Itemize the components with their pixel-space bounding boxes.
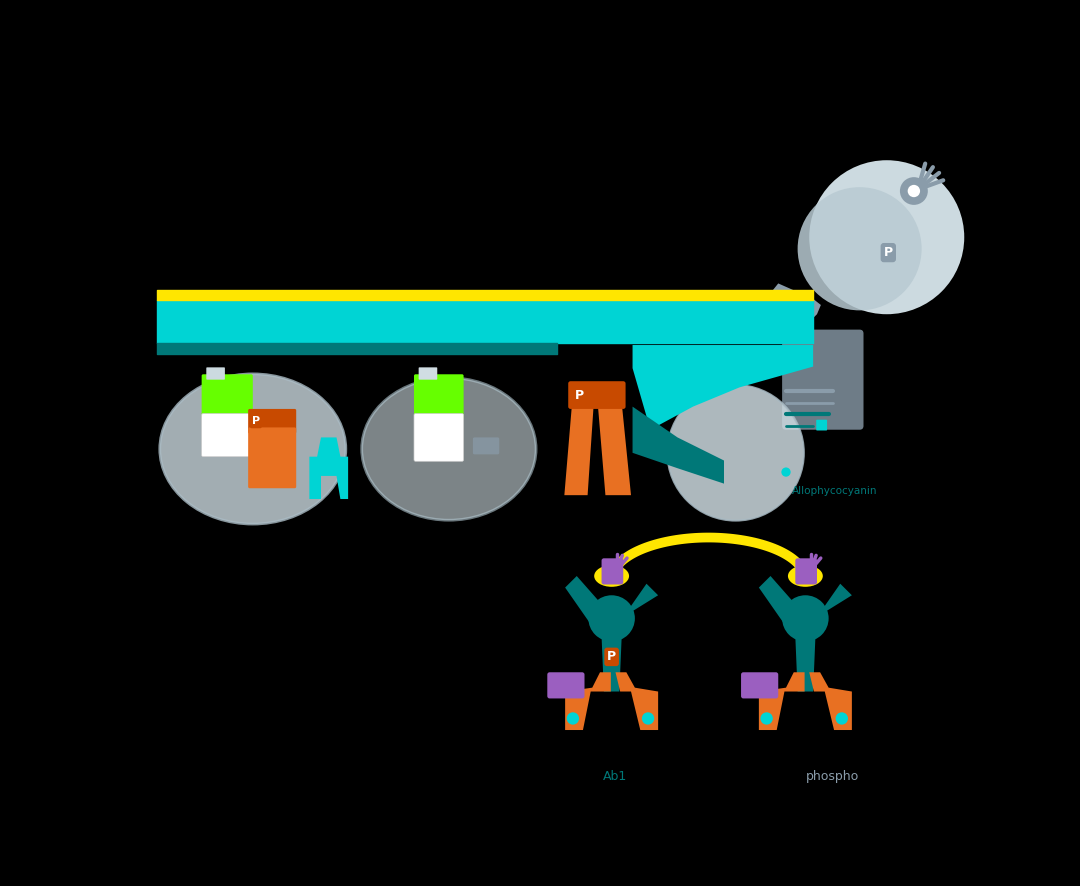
Polygon shape <box>611 584 658 638</box>
Polygon shape <box>806 584 852 638</box>
Text: P: P <box>252 416 260 426</box>
Polygon shape <box>759 672 805 730</box>
Polygon shape <box>602 636 622 691</box>
Polygon shape <box>565 403 594 495</box>
Circle shape <box>781 468 791 477</box>
Ellipse shape <box>788 565 823 587</box>
Polygon shape <box>565 672 611 730</box>
Text: P: P <box>883 246 893 259</box>
Polygon shape <box>762 284 821 322</box>
Circle shape <box>760 712 773 725</box>
Circle shape <box>589 595 635 641</box>
Circle shape <box>798 187 921 310</box>
Polygon shape <box>795 636 815 691</box>
FancyBboxPatch shape <box>248 409 296 433</box>
FancyBboxPatch shape <box>782 330 864 430</box>
FancyBboxPatch shape <box>202 374 253 420</box>
Circle shape <box>809 160 964 315</box>
Ellipse shape <box>594 565 629 587</box>
Ellipse shape <box>362 377 536 520</box>
FancyBboxPatch shape <box>816 420 827 431</box>
Text: P: P <box>607 650 617 664</box>
Circle shape <box>907 185 920 198</box>
Text: phospho: phospho <box>806 770 859 782</box>
FancyBboxPatch shape <box>548 672 584 698</box>
Circle shape <box>900 177 928 205</box>
Polygon shape <box>759 576 808 638</box>
FancyBboxPatch shape <box>741 672 779 698</box>
Text: Allophycocyanin: Allophycocyanin <box>793 486 878 496</box>
FancyBboxPatch shape <box>414 414 463 462</box>
Polygon shape <box>633 407 724 484</box>
Polygon shape <box>633 345 813 430</box>
FancyBboxPatch shape <box>248 427 296 488</box>
FancyBboxPatch shape <box>202 414 253 456</box>
Circle shape <box>567 712 579 725</box>
FancyBboxPatch shape <box>795 558 816 585</box>
Circle shape <box>642 712 654 725</box>
Text: Ab1: Ab1 <box>604 770 627 782</box>
FancyBboxPatch shape <box>568 381 625 409</box>
Polygon shape <box>565 576 613 638</box>
Text: P: P <box>576 389 584 401</box>
FancyBboxPatch shape <box>414 374 463 420</box>
FancyBboxPatch shape <box>419 368 437 380</box>
Polygon shape <box>809 672 852 730</box>
Polygon shape <box>309 438 348 499</box>
Ellipse shape <box>160 374 346 524</box>
Circle shape <box>667 385 804 521</box>
Circle shape <box>782 595 828 641</box>
Circle shape <box>836 712 848 725</box>
Polygon shape <box>616 672 658 730</box>
Polygon shape <box>597 403 631 495</box>
FancyBboxPatch shape <box>602 558 623 585</box>
FancyBboxPatch shape <box>473 438 499 455</box>
FancyBboxPatch shape <box>206 368 225 380</box>
